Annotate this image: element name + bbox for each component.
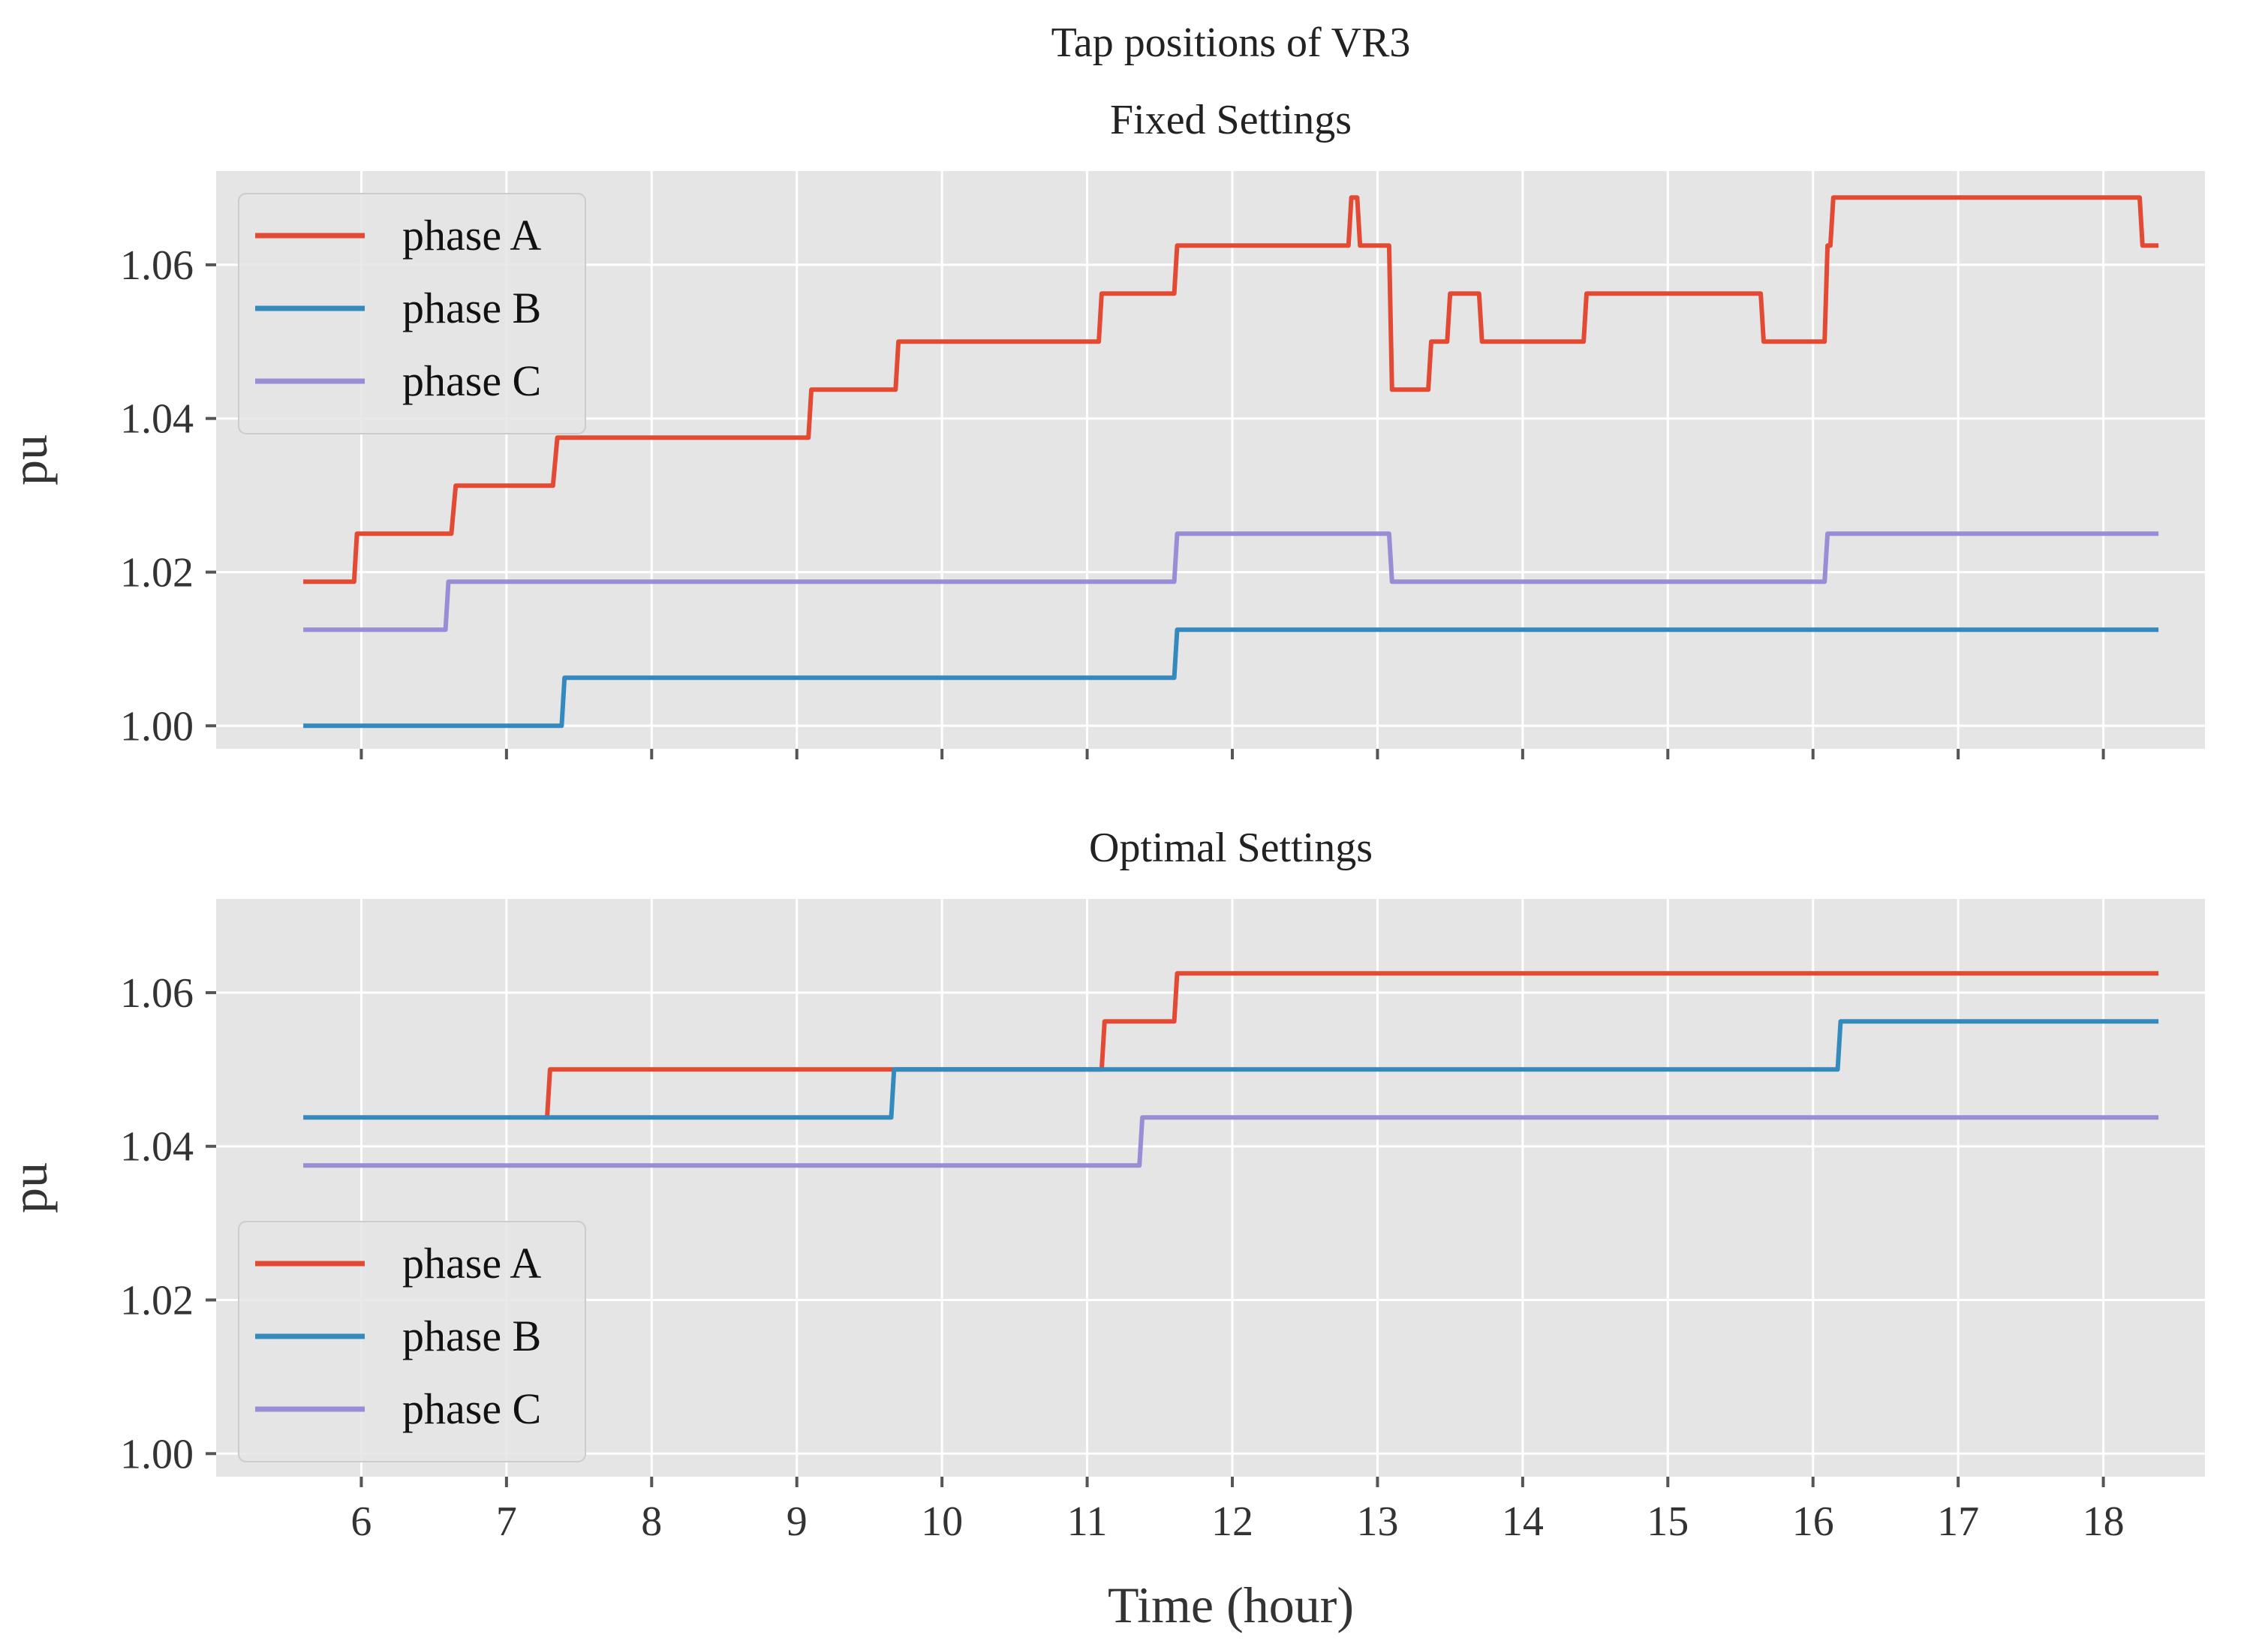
series-line-phase-b <box>303 1019 2159 1120</box>
legend-label: phase A <box>402 211 541 260</box>
y-tick-label: 1.02 <box>120 1277 194 1324</box>
legend-box <box>238 1221 586 1462</box>
y-tick-label: 1.06 <box>120 970 194 1017</box>
y-tick-label: 1.02 <box>120 549 194 596</box>
y-axis-label: pu <box>1 434 58 485</box>
x-tick-label: 18 <box>2083 1498 2125 1545</box>
bottom-subplot-title: Optimal Settings <box>1089 825 1373 871</box>
legend-label: phase A <box>402 1239 541 1288</box>
x-tick-label: 17 <box>1937 1498 1979 1545</box>
legend-box <box>238 193 586 434</box>
y-axis-label: pu <box>1 1162 58 1213</box>
legend-label: phase C <box>402 1384 541 1433</box>
y-tick-label: 1.00 <box>120 1431 194 1477</box>
series-line-phase-a <box>303 195 2159 585</box>
x-tick-label: 6 <box>350 1498 371 1545</box>
bottom-subplot: 6 7 8 9 10 11 12 13 14 15 16 17 18 1.00 1.02 1.04 1.06 pu… <box>1 899 2205 1545</box>
legend: phase A phase B phase C <box>238 1221 586 1462</box>
top-subplot-title: Fixed Settings <box>1110 97 1352 143</box>
x-tick-label: 14 <box>1502 1498 1544 1545</box>
x-tick-label: 10 <box>921 1498 963 1545</box>
x-tick-label: 7 <box>496 1498 517 1545</box>
x-tick-label: 16 <box>1792 1498 1834 1545</box>
y-tick-label: 1.04 <box>120 1124 194 1171</box>
y-tick-label: 1.06 <box>120 242 194 289</box>
x-tick-label: 8 <box>641 1498 662 1545</box>
top-subplot: 1.00 1.02 1.04 1.06 pu phase A phase B phase C <box>1 171 2205 759</box>
series-line-phase-b <box>303 627 2159 729</box>
legend-label: phase B <box>402 1312 541 1360</box>
x-tick-label: 12 <box>1211 1498 1253 1545</box>
x-tick-label: 15 <box>1647 1498 1689 1545</box>
y-tick-label: 1.04 <box>120 396 194 443</box>
x-tick-label: 13 <box>1356 1498 1398 1545</box>
series-line-phase-c <box>303 1115 2159 1168</box>
series-line-phase-c <box>303 531 2159 633</box>
x-tick-label: 9 <box>787 1498 808 1545</box>
figure-title: Tap positions of VR3 <box>1051 20 1411 66</box>
x-axis-label: Time (hour) <box>1108 1576 1354 1633</box>
legend-label: phase B <box>402 284 541 332</box>
x-tick-label: 11 <box>1067 1498 1108 1545</box>
legend-label: phase C <box>402 356 541 405</box>
y-tick-label: 1.00 <box>120 703 194 750</box>
series-line-phase-a <box>544 971 2159 1120</box>
legend: phase A phase B phase C <box>238 193 586 434</box>
